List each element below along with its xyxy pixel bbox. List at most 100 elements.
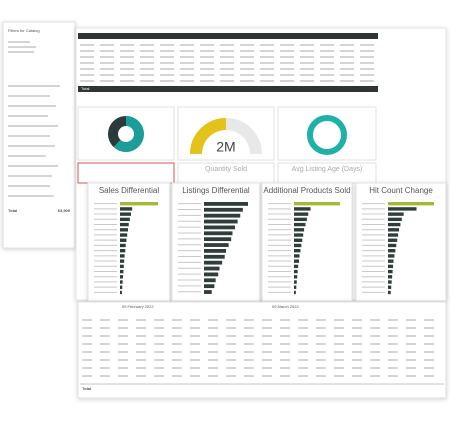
bar [120, 280, 123, 284]
bar [120, 207, 133, 211]
bar [204, 243, 229, 247]
bar [294, 217, 307, 222]
chart-title: Hit Count Change [369, 186, 433, 195]
bar [388, 275, 393, 279]
bar [120, 222, 129, 227]
bar [204, 254, 225, 259]
bar [204, 231, 233, 236]
period-label: 09 February 2022 [122, 304, 154, 309]
bar [388, 269, 393, 274]
bar [204, 213, 241, 218]
chart-title: Additional Products Sold [263, 186, 350, 195]
period-total-label: Total [82, 386, 91, 391]
bar [388, 285, 392, 289]
bar [120, 249, 126, 253]
bar [204, 219, 238, 224]
bar [120, 238, 127, 242]
chart-card [355, 182, 447, 302]
gauge-label: 2M [216, 139, 235, 155]
bar [204, 278, 216, 283]
donut-slice [108, 116, 126, 148]
filter-title: Filters for Catalog [8, 28, 40, 33]
bar [120, 243, 126, 248]
period-label: 09 March 2022 [272, 304, 299, 309]
kpi-total-label: Total [81, 86, 90, 91]
bar [294, 280, 297, 284]
alert-card [77, 162, 175, 184]
chart-card [261, 182, 353, 302]
bar [120, 285, 123, 289]
bar [388, 259, 394, 263]
bar [388, 217, 402, 222]
chart-card [171, 182, 261, 302]
bar [204, 284, 215, 289]
bar [294, 212, 309, 216]
bar [388, 280, 392, 284]
bar [294, 202, 340, 206]
bar [294, 254, 300, 258]
bar [294, 238, 303, 242]
bar-charts: Sales Differential Listings Differential A… [87, 182, 447, 302]
filter-panel [2, 21, 76, 249]
bar [388, 228, 400, 232]
bar [388, 254, 395, 258]
bar [388, 243, 397, 248]
chart-card [87, 182, 171, 302]
quantity-title: Quantity Sold [205, 166, 247, 173]
bar [388, 238, 398, 242]
donut [108, 116, 144, 152]
filter-total-value: 63,909 [58, 208, 71, 213]
kpi-table-header [78, 33, 378, 39]
bar [294, 275, 298, 279]
bar [204, 266, 220, 271]
filter-rows [8, 41, 60, 197]
bar [120, 264, 124, 269]
bar [294, 228, 305, 232]
bar [204, 225, 236, 230]
bar [388, 212, 404, 216]
bar [120, 233, 128, 237]
period-table-rows [82, 319, 442, 377]
bar [120, 269, 124, 274]
donut-hole [118, 126, 134, 142]
kpi-table-total-row [78, 86, 378, 92]
bar [294, 259, 300, 263]
bar [204, 202, 248, 206]
bar [120, 275, 124, 279]
bar [388, 207, 417, 211]
bar [388, 264, 394, 269]
bar [120, 202, 158, 206]
bar [294, 243, 302, 248]
age-title: Avg Listing Age (Days) [292, 166, 363, 173]
bar [388, 222, 401, 227]
bar [294, 285, 297, 289]
bar [120, 259, 125, 263]
bar [204, 272, 219, 277]
bar [120, 212, 132, 216]
bar [120, 228, 128, 232]
bar [294, 233, 304, 237]
bar [120, 217, 130, 222]
bar [120, 290, 122, 295]
bar [294, 264, 299, 269]
gauge-fill [190, 118, 227, 155]
kpi-table-rows [80, 44, 375, 82]
bar [204, 260, 223, 265]
ring [307, 115, 347, 155]
bar [294, 290, 296, 295]
chart-title: Sales Differential [99, 186, 160, 195]
bar [204, 249, 226, 253]
filter-total-label: Total [8, 208, 17, 213]
bar [388, 202, 434, 206]
bar [120, 254, 125, 258]
period-table [77, 301, 447, 399]
chart-title: Listings Differential [182, 186, 250, 195]
bar [294, 269, 298, 274]
bar [388, 249, 396, 253]
bar [294, 249, 301, 253]
bar [204, 207, 243, 212]
bar [388, 233, 399, 237]
bar [204, 237, 232, 242]
bar [294, 207, 311, 211]
